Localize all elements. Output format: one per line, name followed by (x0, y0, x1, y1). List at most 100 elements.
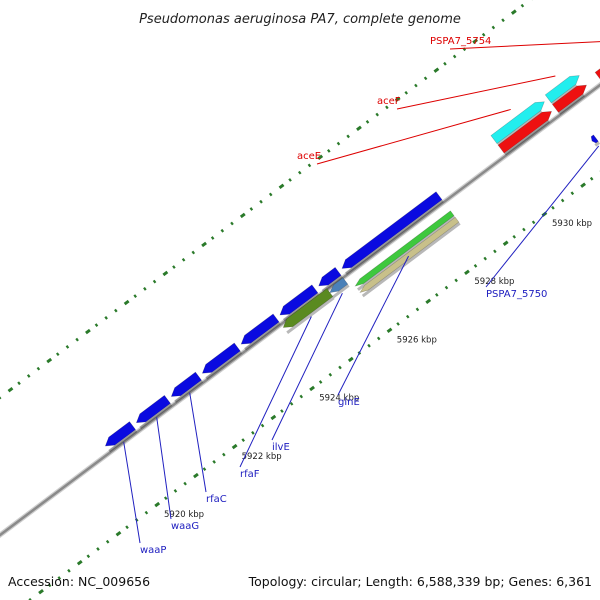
gene-arrow-shade-rfaf (286, 296, 335, 334)
gene-label-layer: waaP waaG rfaC rfaF ilvE glnE PSPA7_5750 aceE ac… (123, 36, 600, 556)
tick-mark-outer (452, 54, 457, 59)
tick-mark-outer (268, 192, 273, 197)
tick-mark-outer (26, 374, 31, 378)
tick-mark-inner (67, 568, 71, 573)
gene-label-rfac: rfaC (206, 494, 227, 505)
topology-text: Topology: circular; Length: 6,588,339 bp… (248, 574, 592, 589)
tick-label: 5920 kbp (164, 510, 204, 520)
tick-mark-outer (239, 212, 246, 219)
tick-mark-inner (589, 176, 594, 181)
tick-mark-outer (65, 345, 70, 349)
tick-mark-inner (251, 430, 255, 435)
tick-mark-outer (327, 149, 331, 153)
tick-mark-inner (522, 227, 526, 232)
tick-mark-inner (338, 365, 342, 370)
gene-arrow-unnamed-5 (279, 284, 319, 316)
gene-arrow-shade-pspa7-5750 (594, 141, 600, 147)
tick-mark-outer (404, 90, 409, 95)
leader-line-acef (396, 75, 556, 110)
tick-mark-outer (472, 38, 479, 44)
tick-mark-inner (483, 256, 487, 261)
backbone (0, 81, 600, 539)
tick-mark-outer (152, 279, 157, 284)
tick-mark-inner (96, 547, 100, 551)
gene-arrow-acee (490, 101, 545, 144)
gene-arrow-shade-unnamed-11 (361, 222, 461, 298)
gene-arrow-unnamed-15 (552, 84, 587, 113)
tick-mark-inner (415, 307, 420, 312)
gene-arrow-glne (354, 210, 455, 287)
tick-mark-outer (278, 183, 285, 190)
gene-arrow-shade-glne (357, 215, 456, 291)
tick-mark-inner (289, 401, 294, 406)
gene-label-acef: aceF (377, 96, 401, 107)
tick-mark-inner (183, 481, 187, 486)
tick-mark-outer (230, 221, 234, 226)
tick-mark-inner (551, 205, 555, 210)
tick-mark-inner (154, 501, 161, 508)
tick-mark-inner (318, 380, 323, 384)
tick-mark-outer (481, 32, 486, 37)
tick-mark-inner (193, 472, 199, 479)
tick-mark-inner (512, 234, 517, 239)
tick-mark-outer (46, 357, 53, 364)
tick-mark-outer (172, 265, 176, 269)
gene-arrow-rfaf (282, 288, 334, 328)
tick-mark-outer (501, 18, 505, 23)
tick-mark-outer (297, 170, 302, 175)
tick-mark-outer (385, 105, 389, 110)
gene-arrow-pspa7-5750 (590, 134, 599, 144)
tick-mark-outer (259, 199, 263, 204)
gene-label-waag: waaG (171, 521, 199, 532)
gene-arrow-shade-ilve (332, 284, 350, 299)
tick-mark-outer (7, 386, 14, 393)
tick-mark-inner (570, 191, 575, 196)
gene-label-pspa7-5754: PSPA7_5754 (430, 36, 491, 47)
tick-mark-outer (36, 366, 41, 371)
tick-mark-inner (125, 525, 129, 530)
gene-arrow-shade-acef (551, 84, 578, 106)
tick-mark-inner (435, 293, 439, 297)
tick-mark-outer (201, 241, 207, 248)
tick-mark-inner (47, 583, 52, 588)
tick-mark-inner (444, 285, 449, 290)
gene-arrow-shade-acee (496, 110, 543, 146)
tick-mark-inner (367, 343, 371, 348)
tick-mark-outer (346, 134, 350, 139)
tick-mark-inner (270, 414, 277, 421)
tick-mark-inner (531, 220, 536, 225)
tick-mark-outer (414, 83, 418, 88)
tick-mark-outer (520, 3, 525, 8)
gene-arrow-rfac (170, 371, 202, 397)
gene-label-rfaf: rfaF (240, 469, 260, 480)
tick-mark-inner (76, 559, 83, 566)
tick-mark-inner (57, 576, 62, 580)
tick-mark-outer (55, 352, 60, 357)
gene-label-ilve: ilvE (272, 442, 290, 453)
leader-line-rfaf (239, 316, 312, 468)
tick-mark-inner (309, 385, 315, 392)
tick-mark-outer (317, 154, 324, 161)
leader-line-waap (123, 442, 141, 544)
tick-mark-inner (347, 356, 354, 363)
gene-arrow-waap (104, 421, 136, 447)
tick-mark-outer (462, 47, 467, 52)
gene-label-pspa7-5750: PSPA7_5750 (486, 289, 547, 300)
tick-label-layer: 5920 kbp 5922 kbp 5924 kbp 5926 kbp 5928 kbp… (164, 219, 592, 520)
tick-mark-inner (376, 336, 381, 341)
tick-mark-outer (443, 61, 447, 66)
tick-mark-outer (0, 396, 2, 400)
tick-mark-outer (433, 67, 440, 73)
tick-mark-outer (75, 337, 79, 342)
tick-mark-outer (181, 257, 186, 262)
leader-line-acee (316, 108, 511, 165)
tick-mark-outer (491, 25, 496, 30)
tick-mark-inner (280, 409, 284, 413)
tick-mark-inner (425, 298, 432, 305)
tick-mark-outer (133, 294, 137, 298)
tick-label: 5924 kbp (319, 394, 359, 404)
tick-mark-inner (580, 182, 587, 188)
gene-arrow-shade-unnamed-3 (205, 351, 243, 380)
tick-mark-inner (454, 278, 458, 283)
